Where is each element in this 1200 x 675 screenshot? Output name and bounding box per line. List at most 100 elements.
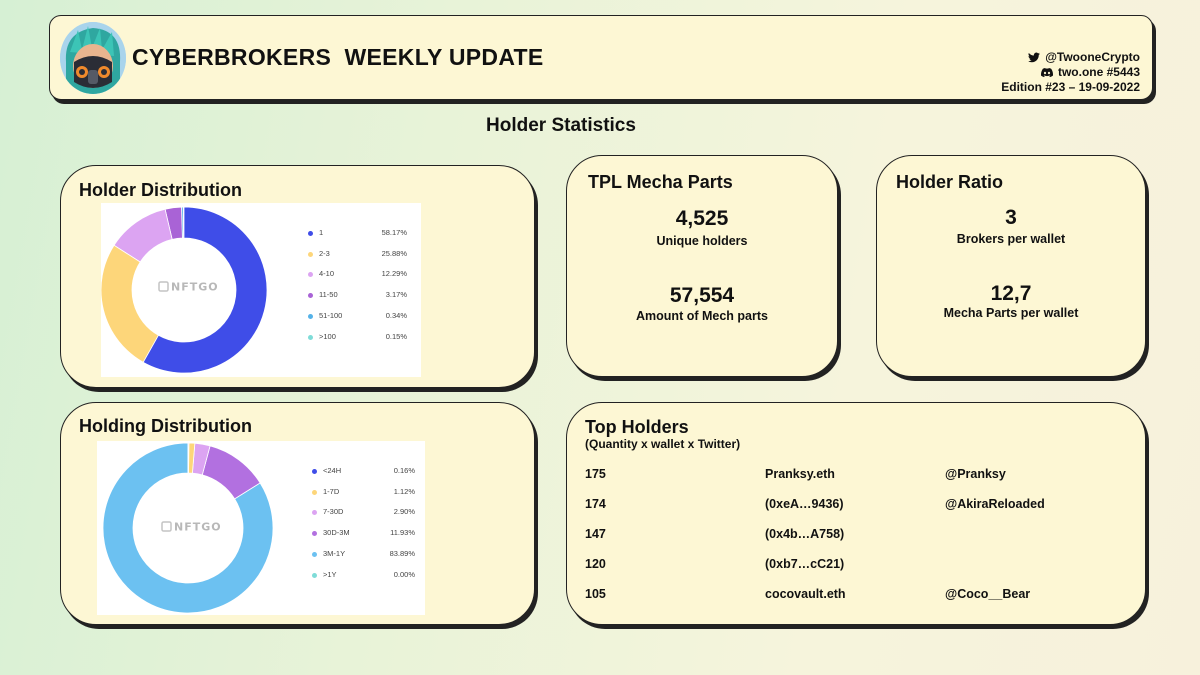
table-row: 174 (0xeA…9436) @AkiraReloaded	[585, 497, 1125, 513]
legend-item: 1-7D 1.12%	[312, 487, 415, 501]
nftgo-watermark: NFTGO	[161, 521, 222, 534]
table-row: 175 Pranksy.eth @Pranksy	[585, 467, 1125, 483]
legend-swatch	[308, 251, 313, 257]
header-banner: CYBERBROKERS WEEKLY UPDATE @TwooneCrypto…	[49, 15, 1153, 100]
discord-handle: two.one #5443	[1057, 65, 1140, 79]
legend-swatch	[312, 531, 317, 537]
legend-value: 83.89%	[389, 548, 415, 558]
holder-distribution-title: Holder Distribution	[79, 180, 242, 200]
avatar	[60, 22, 126, 94]
legend-item: 3M-1Y 83.89%	[312, 549, 415, 563]
holding-distribution-title: Holding Distribution	[79, 416, 252, 436]
section-title: Holder Statistics	[486, 115, 636, 136]
mech-parts-label: Amount of Mech parts	[636, 309, 768, 323]
brokers-per-wallet-label: Brokers per wallet	[956, 232, 1066, 246]
donut-slice--24h	[187, 442, 190, 474]
legend-value: 25.88%	[381, 248, 407, 258]
holder-quantity: 174	[585, 497, 606, 511]
legend-value: 2.90%	[393, 507, 415, 517]
top-holders-title: Top Holders	[585, 417, 689, 437]
legend-item: >1Y 0.00%	[312, 570, 415, 584]
donut-slice-11-50	[164, 206, 183, 240]
legend-label: 1-7D	[323, 486, 340, 496]
table-row: 105 cocovault.eth @Coco__Bear	[585, 587, 1125, 603]
twitter-handle: @TwooneCrypto	[1045, 50, 1140, 64]
legend-item: 2-3 25.88%	[308, 249, 407, 263]
holder-wallet: (0x4b…A758)	[765, 527, 845, 541]
legend-label: 2-3	[319, 248, 330, 258]
mecha-parts-per-wallet-value: 12,7	[990, 282, 1032, 305]
legend-swatch	[312, 572, 317, 578]
legend-label: 1	[319, 228, 324, 237]
holder-wallet: Pranksy.eth	[765, 467, 835, 481]
legend-item: 30D-3M 11.93%	[312, 528, 415, 542]
edition-line: Edition #23 – 19-09-2022	[1001, 80, 1140, 95]
unique-holders-value: 4,525	[675, 207, 729, 230]
legend-swatch	[312, 510, 317, 516]
legend-item: >100 0.15%	[308, 332, 407, 346]
legend-label: 4-10	[319, 269, 335, 279]
legend-swatch	[308, 272, 313, 278]
legend-value: 0.15%	[385, 331, 407, 341]
legend-label: >1Y	[323, 569, 337, 579]
holder-twitter[interactable]: @Coco__Bear	[945, 587, 1031, 601]
legend-label: 7-30D	[323, 507, 344, 517]
holder-distribution-legend: 1 58.17% 2-3 25.88% 4-10 12.29% 11-50 3.17% 51-1…	[308, 228, 407, 358]
table-row: 120 (0xb7…cC21)	[585, 557, 1125, 573]
legend-value: 58.17%	[381, 228, 407, 237]
holder-quantity: 175	[585, 467, 606, 481]
legend-swatch	[308, 293, 313, 299]
discord-icon	[1040, 68, 1053, 78]
holding-distribution-chart: NFTGO <24H 0.16% 1-7D 1.12% 7-30D 2.90% 30D-3M…	[97, 441, 425, 615]
discord-handle-line[interactable]: two.one #5443	[1001, 65, 1140, 80]
legend-value: 1.12%	[393, 486, 415, 496]
legend-item: 4-10 12.29%	[308, 269, 407, 283]
donut-slice-30d-3m	[201, 445, 261, 500]
legend-label: >100	[319, 331, 336, 341]
legend-label: 30D-3M	[323, 528, 350, 538]
legend-item: 11-50 3.17%	[308, 290, 407, 304]
legend-swatch	[308, 334, 313, 340]
avatar-illustration	[60, 22, 126, 94]
holder-ratio-card: Holder Ratio 3 Brokers per wallet 12,7 M…	[876, 155, 1146, 377]
holding-distribution-donut: NFTGO	[102, 442, 274, 614]
holder-distribution-donut: NFTGO	[101, 206, 268, 374]
tpl-mecha-parts-title: TPL Mecha Parts	[588, 172, 733, 192]
legend-swatch	[308, 231, 313, 236]
holder-wallet: cocovault.eth	[765, 587, 846, 601]
legend-value: 12.29%	[381, 269, 407, 279]
holder-quantity: 147	[585, 527, 606, 541]
holder-distribution-chart: NFTGO 1 58.17% 2-3 25.88% 4-10 12.29% 11-50 3.1…	[101, 203, 421, 377]
legend-value: 11.93%	[390, 528, 415, 538]
legend-swatch	[312, 551, 317, 557]
holder-twitter[interactable]: @Pranksy	[945, 467, 1006, 481]
legend-value: 0.34%	[385, 310, 407, 320]
holder-quantity: 120	[585, 557, 606, 571]
mecha-parts-per-wallet-label: Mecha Parts per wallet	[943, 306, 1079, 320]
legend-value: 0.00%	[393, 569, 415, 579]
legend-item: 7-30D 2.90%	[312, 507, 415, 521]
legend-item: 51-100 0.34%	[308, 311, 407, 325]
twitter-bird-icon	[1028, 52, 1041, 63]
twitter-handle-line[interactable]: @TwooneCrypto	[1001, 50, 1140, 65]
legend-value: 3.17%	[385, 290, 407, 300]
table-row: 147 (0x4b…A758)	[585, 527, 1125, 543]
holding-distribution-legend: <24H 0.16% 1-7D 1.12% 7-30D 2.90% 30D-3M 11.93%…	[312, 466, 415, 596]
legend-swatch	[308, 313, 313, 319]
top-holders-card	[566, 402, 1146, 625]
nftgo-watermark-text: NFTGO	[174, 521, 222, 534]
donut-slice-7-30d	[191, 442, 211, 476]
tpl-mecha-parts-card: TPL Mecha Parts 4,525 Unique holders 57,…	[566, 155, 838, 377]
legend-label: 3M-1Y	[323, 548, 346, 558]
holder-twitter[interactable]: @AkiraReloaded	[945, 497, 1045, 511]
legend-label: 51-100	[319, 310, 343, 320]
holder-wallet: (0xb7…cC21)	[765, 557, 845, 571]
holder-ratio-title: Holder Ratio	[896, 172, 1004, 192]
donut-slice-4-10	[113, 208, 173, 263]
donut-slice-2-3	[101, 244, 160, 363]
holder-quantity: 105	[585, 587, 606, 601]
top-holders-subtitle: (Quantity x wallet x Twitter)	[585, 437, 741, 451]
brokers-per-wallet-value: 3	[1005, 206, 1017, 229]
legend-item: 1 58.17%	[308, 228, 407, 242]
legend-label: <24H	[323, 466, 342, 475]
